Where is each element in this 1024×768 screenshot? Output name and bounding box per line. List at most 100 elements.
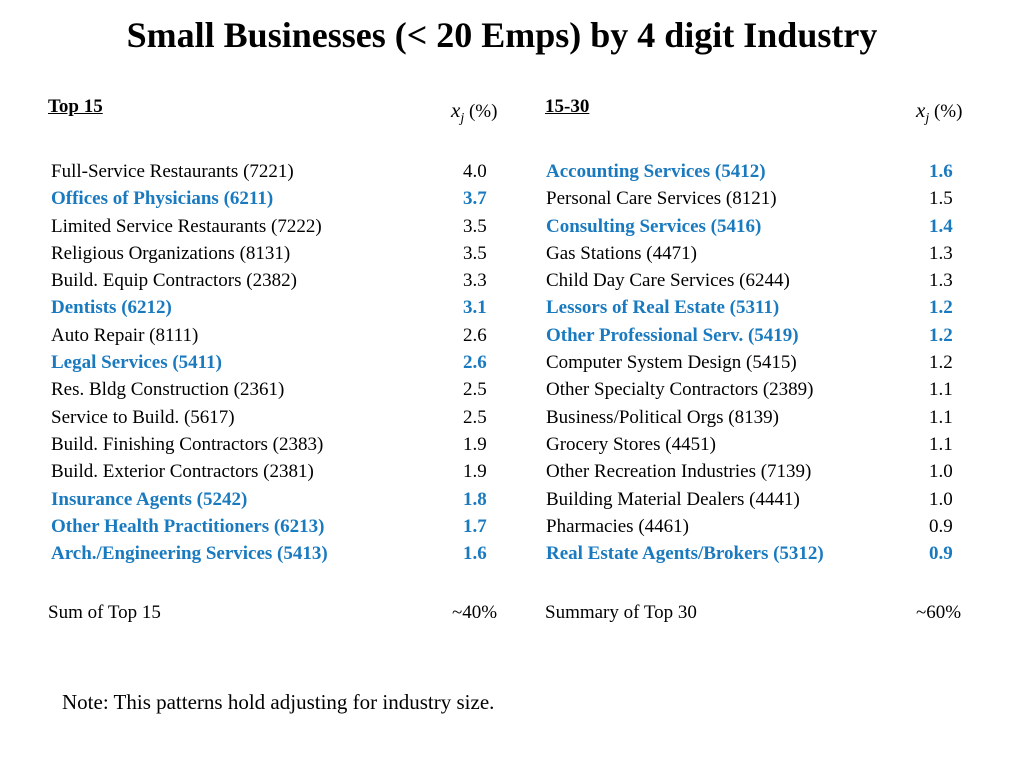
industry-name: Full-Service Restaurants (7221) <box>51 161 294 182</box>
share-value: 2.5 <box>463 406 487 428</box>
list-item: Other Specialty Contractors (2389) 1.1 <box>546 376 976 403</box>
industry-name: Service to Build. (5617) <box>51 406 235 428</box>
industry-name: Build. Finishing Contractors (2383) <box>51 433 324 455</box>
left-xj-sub: j <box>460 111 465 126</box>
footnote: Note: This patterns hold adjusting for i… <box>62 690 495 714</box>
industry-name: Res. Bldg Construction (2361) <box>51 379 285 401</box>
list-item: Other Professional Serv. (5419) 1.2 <box>546 322 976 349</box>
list-item: Insurance Agents (5242) 1.8 <box>51 486 511 513</box>
right-summary-value: ~60% <box>916 602 962 623</box>
list-item: Consulting Services (5416) 1.4 <box>546 213 976 240</box>
share-value: 3.7 <box>463 188 487 210</box>
industry-name: Grocery Stores (4451) <box>546 433 716 455</box>
list-item: Full-Service Restaurants (7221) 4.0 <box>51 158 511 185</box>
share-value: 3.5 <box>463 215 487 237</box>
share-value: 2.6 <box>463 352 487 374</box>
list-item: Gas Stations (4471) 1.3 <box>546 240 976 267</box>
industry-name: Other Professional Serv. (5419) <box>546 324 799 346</box>
list-item: Res. Bldg Construction (2361) 2.5 <box>51 376 511 403</box>
list-item: Auto Repair (8111) 2.6 <box>51 322 511 349</box>
share-value: 1.1 <box>929 406 953 428</box>
share-value: 1.8 <box>463 488 487 510</box>
list-item: Religious Organizations (8131) 3.5 <box>51 240 511 267</box>
right-xj-sub: j <box>925 111 930 126</box>
industry-name: Build. Exterior Contractors (2381) <box>51 461 314 483</box>
page-title: Small Businesses (< 20 Emps) by 4 digit … <box>126 15 878 55</box>
industry-name: Personal Care Services (8121) <box>546 188 777 210</box>
share-value: 0.9 <box>929 543 953 565</box>
list-item: Limited Service Restaurants (7222) 3.5 <box>51 213 511 240</box>
industry-name: Accounting Services (5412) <box>546 161 766 182</box>
industry-name: Auto Repair (8111) <box>51 324 199 346</box>
industry-name: Insurance Agents (5242) <box>51 488 248 510</box>
share-value: 1.4 <box>929 215 953 237</box>
left-xj-var: x <box>451 98 461 122</box>
share-value: 1.9 <box>463 433 487 455</box>
industry-name: Dentists (6212) <box>51 297 172 319</box>
left-summary-label: Sum of Top 15 <box>48 602 161 623</box>
list-item: Other Recreation Industries (7139) 1.0 <box>546 458 976 485</box>
share-value: 1.0 <box>929 461 953 483</box>
list-item: Accounting Services (5412) 1.6 <box>546 158 976 185</box>
industry-name: Lessors of Real Estate (5311) <box>546 297 780 319</box>
list-item: Legal Services (5411) 2.6 <box>51 349 511 376</box>
share-value: 1.5 <box>929 188 953 210</box>
share-value: 0.9 <box>929 515 953 537</box>
top-15-list: Full-Service Restaurants (7221) 4.0 Office… <box>51 158 511 567</box>
left-xj-header: xj (%) <box>451 98 498 126</box>
share-value: 1.7 <box>463 515 487 537</box>
share-value: 1.6 <box>929 161 953 182</box>
list-item: Offices of Physicians (6211) 3.7 <box>51 185 511 212</box>
list-item: Service to Build. (5617) 2.5 <box>51 404 511 431</box>
industry-name: Other Health Practitioners (6213) <box>51 515 325 537</box>
list-item: Build. Finishing Contractors (2383) 1.9 <box>51 431 511 458</box>
industry-name: Real Estate Agents/Brokers (5312) <box>546 543 824 565</box>
share-value: 1.2 <box>929 297 953 319</box>
share-value: 1.1 <box>929 433 953 455</box>
industry-name: Business/Political Orgs (8139) <box>546 406 779 428</box>
industry-name: Arch./Engineering Services (5413) <box>51 543 328 565</box>
industry-name: Other Recreation Industries (7139) <box>546 461 812 483</box>
industry-name: Pharmacies (4461) <box>546 515 689 537</box>
list-item: Dentists (6212) 3.1 <box>51 294 511 321</box>
industry-name: Consulting Services (5416) <box>546 215 762 237</box>
share-value: 2.6 <box>463 324 487 346</box>
industry-name: Legal Services (5411) <box>51 352 222 374</box>
list-item: Other Health Practitioners (6213) 1.7 <box>51 513 511 540</box>
left-summary-value: ~40% <box>452 602 498 623</box>
right-summary-label: Summary of Top 30 <box>545 602 697 623</box>
industry-name: Child Day Care Services (6244) <box>546 270 790 292</box>
rank-15-30-list: Accounting Services (5412) 1.6 Personal Ca… <box>546 158 976 567</box>
industry-name: Building Material Dealers (4441) <box>546 488 800 510</box>
list-item: Building Material Dealers (4441) 1.0 <box>546 486 976 513</box>
share-value: 1.0 <box>929 488 953 510</box>
top-15-heading: Top 15 <box>48 96 103 117</box>
share-value: 1.3 <box>929 242 953 264</box>
industry-name: Religious Organizations (8131) <box>51 242 291 264</box>
list-item: Arch./Engineering Services (5413) 1.6 <box>51 540 511 567</box>
list-item: Real Estate Agents/Brokers (5312) 0.9 <box>546 540 976 567</box>
list-item: Business/Political Orgs (8139) 1.1 <box>546 404 976 431</box>
list-item: Child Day Care Services (6244) 1.3 <box>546 267 976 294</box>
industry-name: Other Specialty Contractors (2389) <box>546 379 814 401</box>
rank-15-30-heading: 15-30 <box>545 96 590 117</box>
share-value: 1.6 <box>463 543 487 565</box>
list-item: Pharmacies (4461) 0.9 <box>546 513 976 540</box>
list-item: Personal Care Services (8121) 1.5 <box>546 185 976 212</box>
share-value: 3.3 <box>463 270 487 292</box>
share-value: 3.5 <box>463 242 487 264</box>
share-value: 1.1 <box>929 379 953 401</box>
list-item: Build. Equip Contractors (2382) 3.3 <box>51 267 511 294</box>
industry-name: Build. Equip Contractors (2382) <box>51 270 297 292</box>
list-item: Grocery Stores (4451) 1.1 <box>546 431 976 458</box>
right-xj-header: xj (%) <box>916 98 963 126</box>
share-value: 1.2 <box>929 324 953 346</box>
right-xj-var: x <box>916 98 926 122</box>
left-xj-unit: (%) <box>468 101 498 122</box>
right-xj-unit: (%) <box>933 101 963 122</box>
list-item: Computer System Design (5415) 1.2 <box>546 349 976 376</box>
share-value: 2.5 <box>463 379 487 401</box>
share-value: 1.3 <box>929 270 953 292</box>
share-value: 3.1 <box>463 297 487 319</box>
industry-name: Limited Service Restaurants (7222) <box>51 215 322 237</box>
